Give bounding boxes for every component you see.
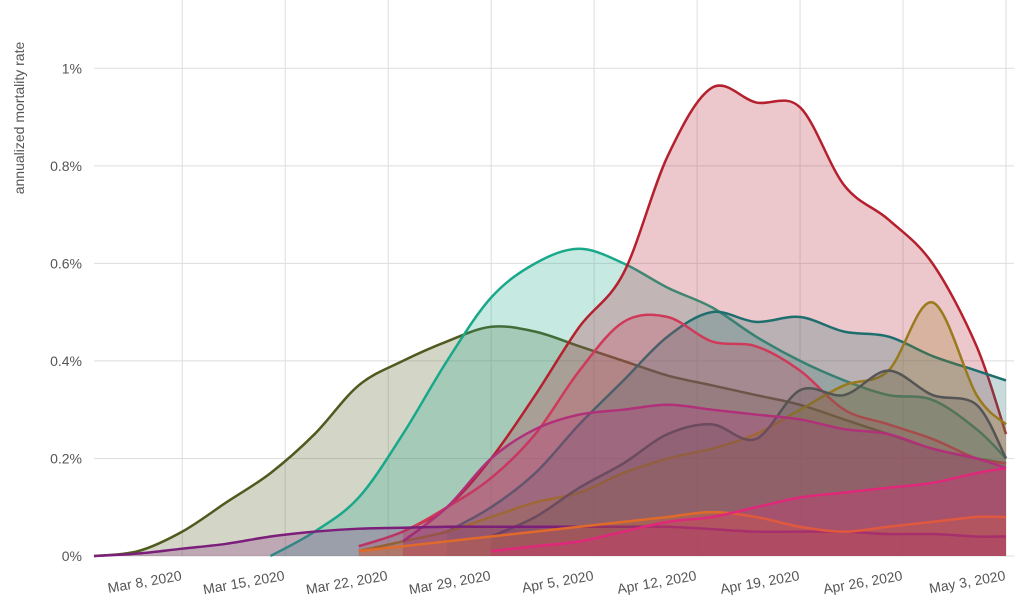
y-tick-label: 0.2% xyxy=(50,450,82,466)
area xyxy=(402,404,1007,556)
x-tick-label: Apr 19, 2020 xyxy=(719,567,801,597)
area xyxy=(358,512,1007,556)
y-tick-label: 0% xyxy=(62,548,82,564)
line xyxy=(490,369,1008,538)
x-tick-label: Apr 5, 2020 xyxy=(521,567,595,595)
x-tick-label: Mar 15, 2020 xyxy=(202,567,286,597)
area xyxy=(491,370,1007,556)
x-tick-label: Mar 29, 2020 xyxy=(408,567,492,597)
area xyxy=(94,326,1006,556)
line xyxy=(491,466,1007,553)
x-tick-label: Mar 22, 2020 xyxy=(305,567,389,597)
line xyxy=(402,84,1008,533)
area xyxy=(447,311,1007,556)
x-tick-label: Apr 26, 2020 xyxy=(822,567,904,597)
y-tick-label: 1% xyxy=(62,60,82,76)
line xyxy=(269,247,1007,558)
line xyxy=(358,313,1007,548)
x-tick-label: May 3, 2020 xyxy=(928,567,1007,596)
x-tick-label: Apr 12, 2020 xyxy=(616,567,698,597)
area xyxy=(402,85,1007,556)
y-tick-label: 0.6% xyxy=(50,255,82,271)
y-tick-label: 0.4% xyxy=(50,353,82,369)
line xyxy=(93,325,1007,558)
area xyxy=(94,526,1006,556)
line xyxy=(358,510,1007,553)
line xyxy=(93,525,1007,558)
area xyxy=(270,248,1007,556)
line xyxy=(446,310,1007,533)
area xyxy=(358,314,1007,556)
line xyxy=(402,403,1007,543)
y-tick-label: 0.8% xyxy=(50,158,82,174)
y-axis-title: annualized mortality rate xyxy=(11,42,27,195)
line xyxy=(358,301,1007,553)
x-tick-label: Mar 8, 2020 xyxy=(106,567,183,596)
